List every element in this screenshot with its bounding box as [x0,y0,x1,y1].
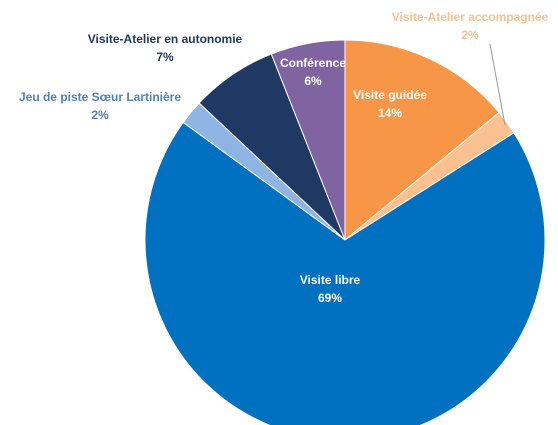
slice-label: Jeu de piste Sœur Lartinière [19,90,181,104]
slice-value-label: 14% [378,106,402,120]
pie-slice [144,121,546,425]
leader-line [489,43,506,126]
pie-slice [270,39,346,241]
slice-value-label: 2% [91,108,109,122]
slice-value-label: 6% [304,74,322,88]
slice-value-label: 69% [318,291,342,305]
pie-slice [344,39,500,242]
slice-label: Visite-Atelier en autonomie [88,32,243,46]
slice-label: Visite guidée [353,88,427,102]
slice-label: Visite-Atelier accompagnée [392,10,549,24]
slice-label: Conférence [280,56,346,70]
slice-value-label: 2% [461,28,479,42]
slice-label: Visite libre [300,273,361,287]
slice-value-label: 7% [156,50,174,64]
